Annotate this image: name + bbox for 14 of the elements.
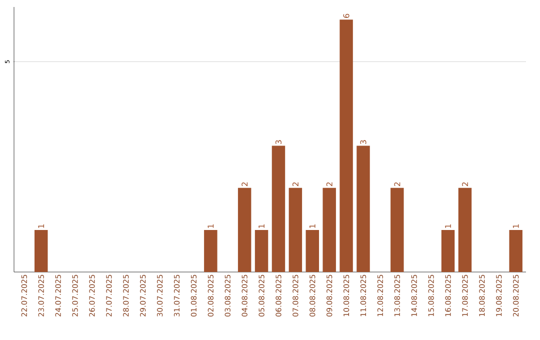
bar [204, 230, 218, 272]
bar [238, 188, 252, 272]
bar [509, 230, 522, 272]
bar [441, 230, 455, 272]
bar [322, 188, 336, 272]
bar [306, 230, 319, 272]
bar [390, 188, 404, 272]
bar [288, 188, 302, 272]
bar [272, 146, 286, 272]
bar [356, 146, 370, 272]
bar [458, 188, 472, 272]
bar [340, 20, 353, 272]
bar [254, 230, 268, 272]
bar [34, 230, 48, 272]
